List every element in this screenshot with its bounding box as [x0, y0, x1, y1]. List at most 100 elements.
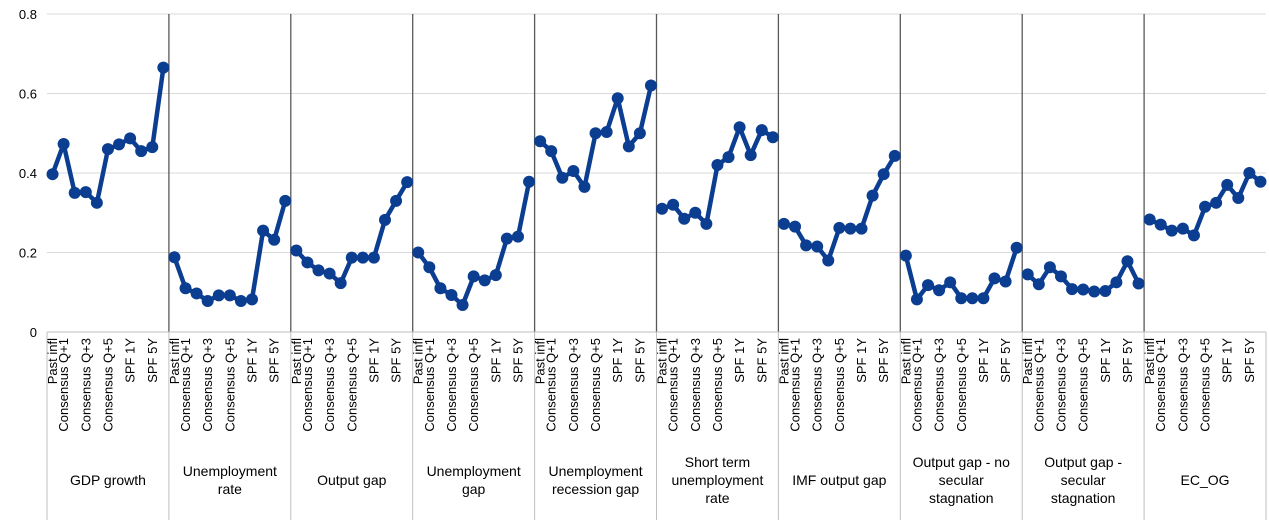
- group-label-line: Unemployment: [427, 463, 521, 479]
- group-label: Unemployment recession gap: [548, 463, 642, 497]
- x-tick-label: SPF 1Y: [610, 338, 625, 383]
- x-tick-label: Past infl: [898, 338, 913, 384]
- x-tick-label: Consensus Q+5: [344, 338, 359, 432]
- data-point: [268, 233, 281, 246]
- data-point: [390, 194, 403, 207]
- data-point: [733, 121, 746, 134]
- data-point: [545, 145, 558, 158]
- data-point: [1099, 285, 1112, 298]
- x-tick-label: Consensus Q+1: [1031, 338, 1046, 432]
- x-tick-label: Consensus Q+3: [322, 338, 337, 432]
- group-label-line: unemployment: [672, 472, 764, 488]
- data-point: [356, 251, 369, 264]
- data-point: [755, 124, 768, 137]
- data-point: [1199, 200, 1212, 213]
- group-label-line: gap: [462, 481, 486, 497]
- group-label-line: Short term: [685, 454, 750, 470]
- data-point: [168, 251, 181, 264]
- x-tick-label: Consensus Q+5: [100, 338, 115, 432]
- data-point: [401, 176, 414, 189]
- data-point: [744, 149, 757, 162]
- group-label-line: rate: [218, 481, 242, 497]
- data-point: [367, 251, 380, 264]
- x-tick-label: SPF 1Y: [245, 338, 260, 383]
- data-point: [157, 61, 170, 74]
- x-tick-label: Consensus Q+5: [710, 338, 725, 432]
- data-point: [1187, 229, 1200, 242]
- data-point: [1132, 277, 1145, 290]
- x-tick-label: Consensus Q+5: [1076, 338, 1091, 432]
- data-point: [689, 206, 702, 219]
- group-label-line: stagnation: [1051, 490, 1116, 506]
- x-tick-label: SPF 1Y: [732, 338, 747, 383]
- data-point: [456, 298, 469, 311]
- x-tick-label: Consensus Q+1: [666, 338, 681, 432]
- y-tick-label: 0: [30, 325, 37, 340]
- data-point: [301, 256, 314, 269]
- data-point: [1221, 178, 1234, 191]
- group-label: EC_OG: [1181, 472, 1230, 488]
- x-tick-label: SPF 1Y: [1098, 338, 1113, 383]
- y-tick-label: 0.4: [19, 166, 37, 181]
- data-point: [412, 246, 425, 259]
- data-point: [113, 138, 126, 151]
- data-point: [578, 180, 591, 193]
- x-tick-label: Consensus Q+5: [954, 338, 969, 432]
- data-point: [378, 213, 391, 226]
- data-point: [700, 217, 713, 230]
- series-line: [659, 125, 776, 227]
- data-point: [101, 143, 114, 156]
- group-label-line: Output gap - no: [913, 454, 1011, 470]
- x-tick-label: SPF 5Y: [389, 338, 404, 383]
- x-tick-label: Consensus Q+3: [810, 338, 825, 432]
- data-point: [1088, 285, 1101, 298]
- x-tick-label: Consensus Q+3: [566, 338, 581, 432]
- group-label-line: secular: [939, 472, 984, 488]
- data-point: [910, 293, 923, 306]
- data-point: [1032, 278, 1045, 291]
- group-label-line: EC_OG: [1181, 472, 1230, 488]
- data-point: [1243, 167, 1256, 179]
- data-point: [899, 249, 912, 262]
- group-label-line: secular: [1061, 472, 1106, 488]
- x-tick-label: Consensus Q+1: [178, 338, 193, 432]
- x-tick-label: Past infl: [167, 338, 182, 384]
- data-point: [822, 254, 835, 267]
- data-point: [57, 137, 70, 150]
- x-tick-label: SPF 1Y: [366, 338, 381, 383]
- data-point: [1210, 196, 1223, 209]
- x-tick-label: Past infl: [45, 338, 60, 384]
- data-point: [279, 194, 292, 207]
- x-tick-label: Consensus Q+1: [56, 338, 71, 432]
- data-point: [833, 221, 846, 234]
- group-label-line: stagnation: [929, 490, 994, 506]
- data-point: [445, 289, 458, 302]
- x-tick-label: SPF 5Y: [876, 338, 891, 383]
- data-point: [777, 217, 790, 230]
- x-tick-label: Past infl: [1142, 338, 1157, 384]
- x-tick-label: SPF 5Y: [267, 338, 282, 383]
- x-tick-label: SPF 5Y: [510, 338, 525, 383]
- group-label-line: Unemployment: [548, 463, 642, 479]
- data-point: [656, 202, 669, 215]
- data-point: [1154, 218, 1167, 231]
- x-tick-label: SPF 1Y: [488, 338, 503, 383]
- y-tick-label: 0.2: [19, 246, 37, 261]
- data-point: [46, 168, 59, 181]
- data-point: [955, 292, 968, 305]
- data-point: [877, 168, 890, 181]
- group-label: Unemployment rate: [183, 463, 277, 497]
- data-point: [1121, 255, 1134, 268]
- group-label: Output gap - no secular stagnation: [913, 454, 1011, 506]
- x-tick-label: Past infl: [533, 338, 548, 384]
- data-point: [234, 294, 247, 307]
- data-point: [789, 220, 802, 233]
- x-tick-label: Consensus Q+1: [788, 338, 803, 432]
- data-point: [246, 293, 259, 306]
- x-tick-label: Consensus Q+3: [932, 338, 947, 432]
- data-point: [589, 127, 602, 140]
- x-tick-label: Consensus Q+5: [588, 338, 603, 432]
- data-point: [523, 175, 536, 188]
- data-point: [323, 267, 336, 280]
